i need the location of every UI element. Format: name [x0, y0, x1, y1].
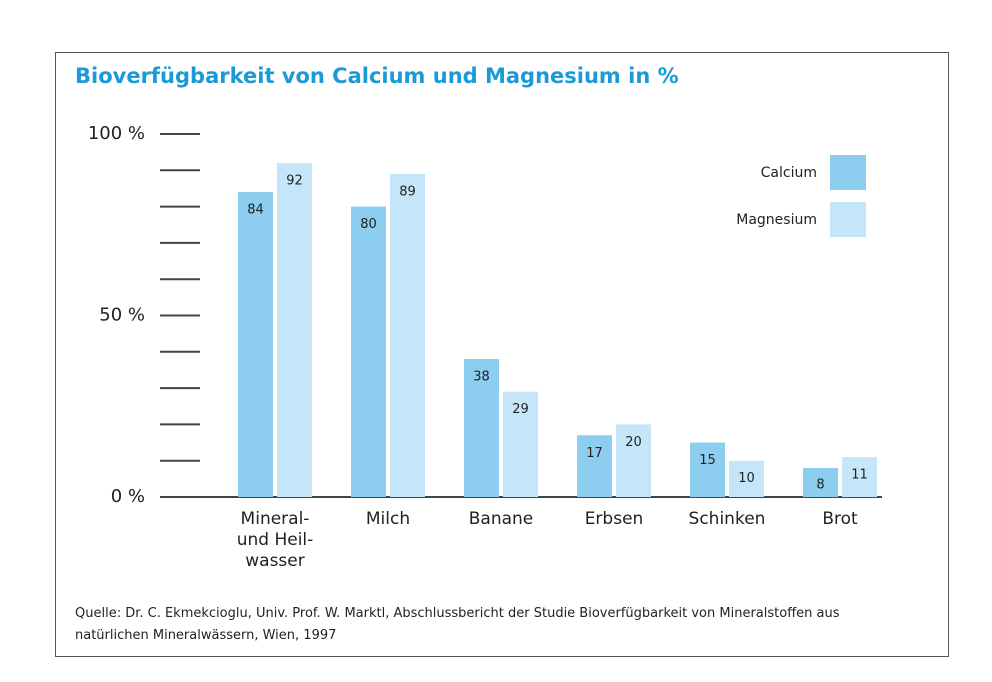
value-label: 11 [851, 468, 868, 483]
frame [55, 52, 949, 657]
value-label: 17 [586, 446, 603, 461]
value-label: 38 [473, 370, 490, 385]
value-label: 29 [512, 402, 529, 417]
bar [616, 424, 651, 497]
y-tick-label: 0 % [111, 486, 145, 507]
bar [503, 391, 538, 497]
x-tick-label: Schinken [688, 509, 766, 529]
legend-swatch [830, 202, 866, 237]
value-label: 8 [816, 478, 824, 493]
value-label: 92 [286, 174, 303, 189]
bar [277, 163, 312, 498]
x-tick-label: Erbsen [584, 509, 644, 529]
value-label: 89 [399, 184, 416, 199]
bar [729, 460, 764, 497]
y-tick-label: 100 % [88, 123, 145, 144]
legend-label: Calcium [761, 165, 817, 181]
legend-swatch [830, 155, 866, 190]
bar [577, 435, 612, 497]
bar [803, 467, 838, 497]
value-label: 80 [360, 217, 377, 232]
value-label: 84 [247, 203, 264, 218]
value-label: 20 [625, 435, 642, 450]
value-label: 15 [699, 453, 716, 468]
legend-label: Magnesium [736, 212, 817, 228]
x-tick-label: Banane [468, 509, 534, 529]
bar [464, 359, 499, 497]
bar [690, 442, 725, 497]
x-tick-label: Milch [365, 509, 411, 529]
bar [238, 192, 273, 497]
x-tick-label: Brot [822, 509, 858, 529]
value-label: 10 [738, 471, 755, 486]
bar [842, 457, 877, 497]
chart-title: Bioverfügbarkeit von Calcium und Magnesi… [75, 64, 679, 88]
x-tick-label: Mineral- und Heil- wasser [236, 509, 314, 571]
bar [390, 173, 425, 497]
y-tick-label: 50 % [99, 305, 145, 326]
bar [351, 206, 386, 497]
source-note: Quelle: Dr. C. Ekmekcioglu, Univ. Prof. … [75, 606, 840, 643]
